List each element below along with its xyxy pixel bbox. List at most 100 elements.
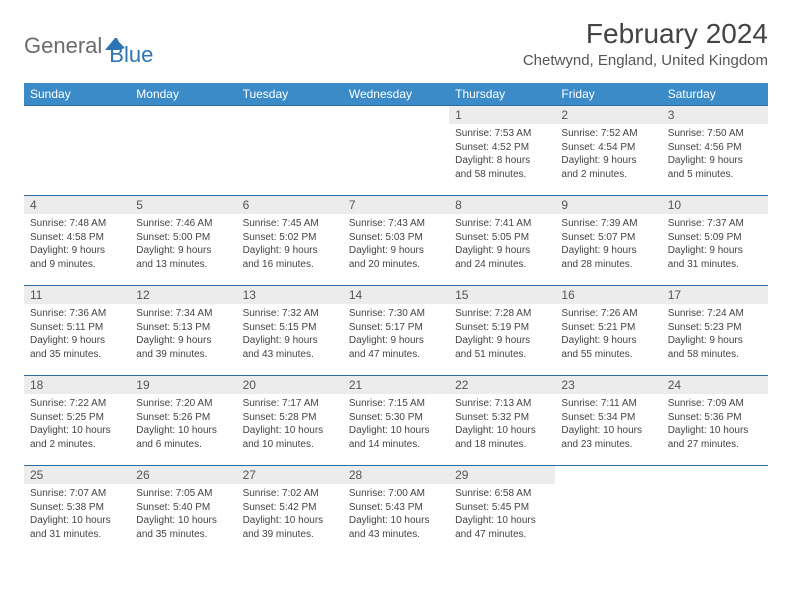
- calendar-day-cell: 14Sunrise: 7:30 AMSunset: 5:17 PMDayligh…: [343, 286, 449, 376]
- sunrise-line: Sunrise: 7:37 AM: [668, 217, 762, 231]
- sunset-line: Sunset: 5:11 PM: [30, 321, 124, 335]
- sunset-line: Sunset: 5:03 PM: [349, 231, 443, 245]
- calendar-table: SundayMondayTuesdayWednesdayThursdayFrid…: [24, 83, 768, 556]
- header: General Blue February 2024 Chetwynd, Eng…: [24, 18, 768, 69]
- daylight-line: Daylight: 10 hours and 2 minutes.: [30, 424, 124, 451]
- day-header: Sunday: [24, 83, 130, 106]
- calendar-week-row: 11 Sunrise: 7:36 AMSunset: 5:11 PM Dayligh…: [24, 286, 768, 376]
- day-number: 7: [343, 196, 449, 214]
- logo-word-1: General: [24, 33, 102, 59]
- sunset-line: Sunset: 5:34 PM: [561, 411, 655, 425]
- sunset-line: Sunset: 5:00 PM: [136, 231, 230, 245]
- day-number: 22: [449, 376, 555, 394]
- day-details: Sunrise: 7:53 AMSunset: 4:52 PMDaylight:…: [449, 124, 555, 184]
- sunset-line: Sunset: 5:15 PM: [243, 321, 337, 335]
- calendar-day-cell: 9Sunrise: 7:39 AMSunset: 5:07 PMDaylight…: [555, 196, 661, 286]
- calendar-day-cell: 15Sunrise: 7:28 AMSunset: 5:19 PMDayligh…: [449, 286, 555, 376]
- calendar-day-cell: 4Sunrise: 7:48 AMSunset: 4:58 PMDaylight…: [24, 196, 130, 286]
- location: Chetwynd, England, United Kingdom: [523, 52, 768, 69]
- day-number: 8: [449, 196, 555, 214]
- day-number: 23: [555, 376, 661, 394]
- daylight-line: Daylight: 9 hours and 13 minutes.: [136, 244, 230, 271]
- calendar-day-cell: 24Sunrise: 7:09 AMSunset: 5:36 PMDayligh…: [662, 376, 768, 466]
- day-number: 28: [343, 466, 449, 484]
- sunset-line: Sunset: 5:19 PM: [455, 321, 549, 335]
- sunset-line: Sunset: 5:28 PM: [243, 411, 337, 425]
- day-number: 1: [449, 106, 555, 124]
- day-details: Sunrise: 7:41 AMSunset: 5:05 PMDaylight:…: [449, 214, 555, 274]
- day-number: 15: [449, 286, 555, 304]
- daylight-line: Daylight: 9 hours and 31 minutes.: [668, 244, 762, 271]
- calendar-day-cell: 26Sunrise: 7:05 AMSunset: 5:40 PMDayligh…: [130, 466, 236, 556]
- calendar-day-cell: 22Sunrise: 7:13 AMSunset: 5:32 PMDayligh…: [449, 376, 555, 466]
- sunrise-line: Sunrise: 7:30 AM: [349, 307, 443, 321]
- day-number: 19: [130, 376, 236, 394]
- calendar-day-cell: 12Sunrise: 7:34 AMSunset: 5:13 PMDayligh…: [130, 286, 236, 376]
- sunset-line: Sunset: 5:26 PM: [136, 411, 230, 425]
- day-details: Sunrise: 7:37 AMSunset: 5:09 PMDaylight:…: [662, 214, 768, 274]
- sunset-line: Sunset: 4:58 PM: [30, 231, 124, 245]
- day-details: Sunrise: 7:52 AMSunset: 4:54 PMDaylight:…: [555, 124, 661, 184]
- calendar-day-cell: 6Sunrise: 7:45 AMSunset: 5:02 PMDaylight…: [237, 196, 343, 286]
- calendar-day-cell: 28Sunrise: 7:00 AMSunset: 5:43 PMDayligh…: [343, 466, 449, 556]
- month-title: February 2024: [523, 18, 768, 50]
- daylight-line: Daylight: 10 hours and 47 minutes.: [455, 514, 549, 541]
- day-details: Sunrise: 6:58 AMSunset: 5:45 PMDaylight:…: [449, 484, 555, 544]
- title-block: February 2024 Chetwynd, England, United …: [523, 18, 768, 69]
- sunrise-line: Sunrise: 7:34 AM: [136, 307, 230, 321]
- calendar-body: ........1Sunrise: 7:53 AMSunset: 4:52 PM…: [24, 106, 768, 556]
- calendar-day-cell: ..: [130, 106, 236, 196]
- sunrise-line: Sunrise: 7:09 AM: [668, 397, 762, 411]
- calendar-day-cell: 3Sunrise: 7:50 AMSunset: 4:56 PMDaylight…: [662, 106, 768, 196]
- day-details: Sunrise: 7:00 AMSunset: 5:43 PMDaylight:…: [343, 484, 449, 544]
- daylight-line: Daylight: 10 hours and 18 minutes.: [455, 424, 549, 451]
- day-details: Sunrise: 7:22 AMSunset: 5:25 PMDaylight:…: [24, 394, 130, 454]
- sunrise-line: Sunrise: 7:07 AM: [30, 487, 124, 501]
- sunrise-line: Sunrise: 7:36 AM: [30, 307, 124, 321]
- sunset-line: Sunset: 5:07 PM: [561, 231, 655, 245]
- calendar-week-row: 4Sunrise: 7:48 AMSunset: 4:58 PMDaylight…: [24, 196, 768, 286]
- sunset-line: Sunset: 4:52 PM: [455, 141, 549, 155]
- daylight-line: Daylight: 9 hours and 55 minutes.: [561, 334, 655, 361]
- logo-word-2: Blue: [109, 42, 153, 68]
- calendar-day-cell: 20Sunrise: 7:17 AMSunset: 5:28 PMDayligh…: [237, 376, 343, 466]
- sunrise-line: Sunrise: 6:58 AM: [455, 487, 549, 501]
- daylight-line: Daylight: 9 hours and 58 minutes.: [668, 334, 762, 361]
- day-details: Sunrise: 7:07 AMSunset: 5:38 PMDaylight:…: [24, 484, 130, 544]
- daylight-line: Daylight: 10 hours and 39 minutes.: [243, 514, 337, 541]
- day-number: 11: [24, 286, 130, 304]
- day-details: Sunrise: 7:26 AMSunset: 5:21 PMDaylight:…: [555, 304, 661, 364]
- day-details: Sunrise: 7:45 AMSunset: 5:02 PMDaylight:…: [237, 214, 343, 274]
- sunset-line: Sunset: 5:23 PM: [668, 321, 762, 335]
- daylight-line: Daylight: 9 hours and 5 minutes.: [668, 154, 762, 181]
- calendar-day-cell: ..: [237, 106, 343, 196]
- day-number: 13: [237, 286, 343, 304]
- calendar-day-cell: 19Sunrise: 7:20 AMSunset: 5:26 PMDayligh…: [130, 376, 236, 466]
- sunrise-line: Sunrise: 7:41 AM: [455, 217, 549, 231]
- sunset-line: Sunset: 5:45 PM: [455, 501, 549, 515]
- sunset-line: Sunset: 5:21 PM: [561, 321, 655, 335]
- day-number: 2: [555, 106, 661, 124]
- sunset-line: Sunset: 5:30 PM: [349, 411, 443, 425]
- sunrise-line: Sunrise: 7:20 AM: [136, 397, 230, 411]
- calendar-day-cell: 29Sunrise: 6:58 AMSunset: 5:45 PMDayligh…: [449, 466, 555, 556]
- day-number: 10: [662, 196, 768, 214]
- day-number: 26: [130, 466, 236, 484]
- day-details: Sunrise: 7:05 AMSunset: 5:40 PMDaylight:…: [130, 484, 236, 544]
- sunset-line: Sunset: 4:56 PM: [668, 141, 762, 155]
- calendar-day-cell: 10Sunrise: 7:37 AMSunset: 5:09 PMDayligh…: [662, 196, 768, 286]
- day-header: Monday: [130, 83, 236, 106]
- sunrise-line: Sunrise: 7:53 AM: [455, 127, 549, 141]
- day-details: Sunrise: 7:11 AMSunset: 5:34 PMDaylight:…: [555, 394, 661, 454]
- calendar-day-cell: ..: [555, 466, 661, 556]
- sunrise-line: Sunrise: 7:05 AM: [136, 487, 230, 501]
- sunrise-line: Sunrise: 7:00 AM: [349, 487, 443, 501]
- sunset-line: Sunset: 5:02 PM: [243, 231, 337, 245]
- day-number: 9: [555, 196, 661, 214]
- sunrise-line: Sunrise: 7:26 AM: [561, 307, 655, 321]
- calendar-header-row: SundayMondayTuesdayWednesdayThursdayFrid…: [24, 83, 768, 106]
- calendar-day-cell: 27Sunrise: 7:02 AMSunset: 5:42 PMDayligh…: [237, 466, 343, 556]
- calendar-day-cell: 23Sunrise: 7:11 AMSunset: 5:34 PMDayligh…: [555, 376, 661, 466]
- sunrise-line: Sunrise: 7:13 AM: [455, 397, 549, 411]
- day-details: Sunrise: 7:39 AMSunset: 5:07 PMDaylight:…: [555, 214, 661, 274]
